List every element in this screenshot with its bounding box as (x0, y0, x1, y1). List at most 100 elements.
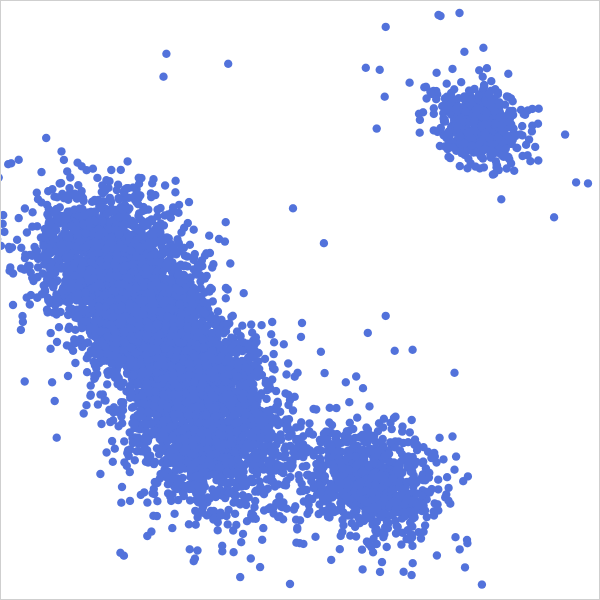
scatter-point (268, 317, 277, 327)
scatter-point (54, 323, 64, 332)
scatter-point (61, 215, 71, 224)
scatter-point (68, 346, 78, 355)
scatter-point (185, 496, 195, 505)
scatter-point (63, 371, 73, 381)
scatter-point (149, 306, 159, 315)
scatter-point (114, 213, 124, 222)
scatter-point (112, 185, 122, 195)
scatter-point (139, 282, 148, 291)
scatter-point (71, 325, 80, 334)
scatter-point (49, 308, 58, 317)
scatter-point (46, 344, 55, 353)
scatter-point (32, 188, 41, 197)
scatter-point (1, 219, 7, 228)
scatter-point (203, 321, 212, 331)
scatter-point (102, 261, 111, 270)
scatter-point (96, 390, 105, 399)
scatter-point (238, 529, 248, 539)
scatter-point (120, 220, 129, 229)
scatter-point (74, 311, 83, 321)
scatter-point (189, 255, 198, 265)
scatter-point (73, 253, 82, 263)
scatter-point (57, 287, 67, 296)
scatter-point (125, 231, 134, 241)
scatter-point (94, 231, 103, 240)
scatter-point (297, 318, 307, 328)
scatter-point (200, 251, 210, 260)
scatter-point (218, 541, 227, 550)
scatter-point (101, 396, 110, 405)
scatter-point (226, 259, 235, 268)
scatter-point (103, 332, 112, 341)
scatter-point (94, 302, 104, 312)
scatter-point (215, 340, 224, 350)
scatter-point (124, 184, 133, 193)
scatter-point (82, 401, 91, 410)
scatter-point (117, 482, 127, 492)
scatter-point (242, 500, 251, 510)
scatter-point (131, 284, 141, 293)
scatter-point (93, 315, 102, 325)
scatter-point (223, 285, 232, 294)
scatter-point (86, 346, 96, 355)
scatter-point (125, 204, 134, 213)
scatter-point (193, 546, 202, 555)
scatter-point (56, 241, 66, 250)
scatter-point (195, 263, 204, 272)
scatter-point (160, 344, 170, 353)
scatter-point (112, 334, 121, 344)
scatter-point (99, 356, 108, 365)
scatter-point (171, 188, 180, 197)
scatter-point (81, 288, 90, 297)
scatter-point (109, 324, 118, 334)
scatter-point (64, 233, 74, 242)
scatter-point (55, 179, 64, 188)
scatter-point (46, 328, 55, 338)
scatter-point (279, 340, 288, 349)
scatter-point (118, 355, 128, 364)
scatter-point (179, 223, 189, 232)
scatter-point (39, 241, 48, 251)
scatter-point (282, 370, 291, 379)
scatter-point (107, 165, 116, 175)
scatter-point (101, 245, 111, 254)
scatter-point (1, 241, 6, 250)
scatter-point (149, 175, 158, 184)
scatter-point (12, 235, 22, 244)
scatter-point (202, 271, 211, 281)
scatter-point (93, 242, 102, 251)
scatter-point (61, 253, 71, 262)
scatter-point (1, 227, 9, 237)
scatter-point (183, 324, 192, 333)
scatter-point (133, 190, 142, 200)
scatter-point (62, 341, 72, 350)
scatter-point (205, 231, 214, 240)
scatter-point (1, 210, 8, 220)
scatter-point (97, 187, 107, 197)
scatter-point (48, 185, 57, 194)
scatter-point (180, 261, 190, 270)
scatter-point (125, 304, 134, 314)
scatter-point (45, 269, 54, 278)
scatter-point (136, 228, 145, 237)
scatter-point (257, 321, 266, 330)
scatter-point (96, 469, 105, 479)
scatter-point (108, 286, 117, 295)
scatter-point (28, 273, 37, 282)
scatter-point (153, 212, 162, 221)
scatter-point (82, 354, 92, 363)
scatter-point (52, 433, 61, 442)
scatter-point (69, 263, 78, 272)
scatter-point (60, 276, 70, 285)
scatter-point (171, 176, 180, 185)
scatter-point (37, 167, 46, 177)
scatter-point (160, 181, 170, 190)
scatter-point (93, 173, 102, 183)
scatter-point (62, 167, 72, 176)
scatter-point (76, 334, 85, 344)
scatter-point (173, 235, 182, 244)
scatter-point (238, 321, 247, 330)
scatter-point (116, 203, 125, 212)
scatter-point (94, 267, 103, 276)
